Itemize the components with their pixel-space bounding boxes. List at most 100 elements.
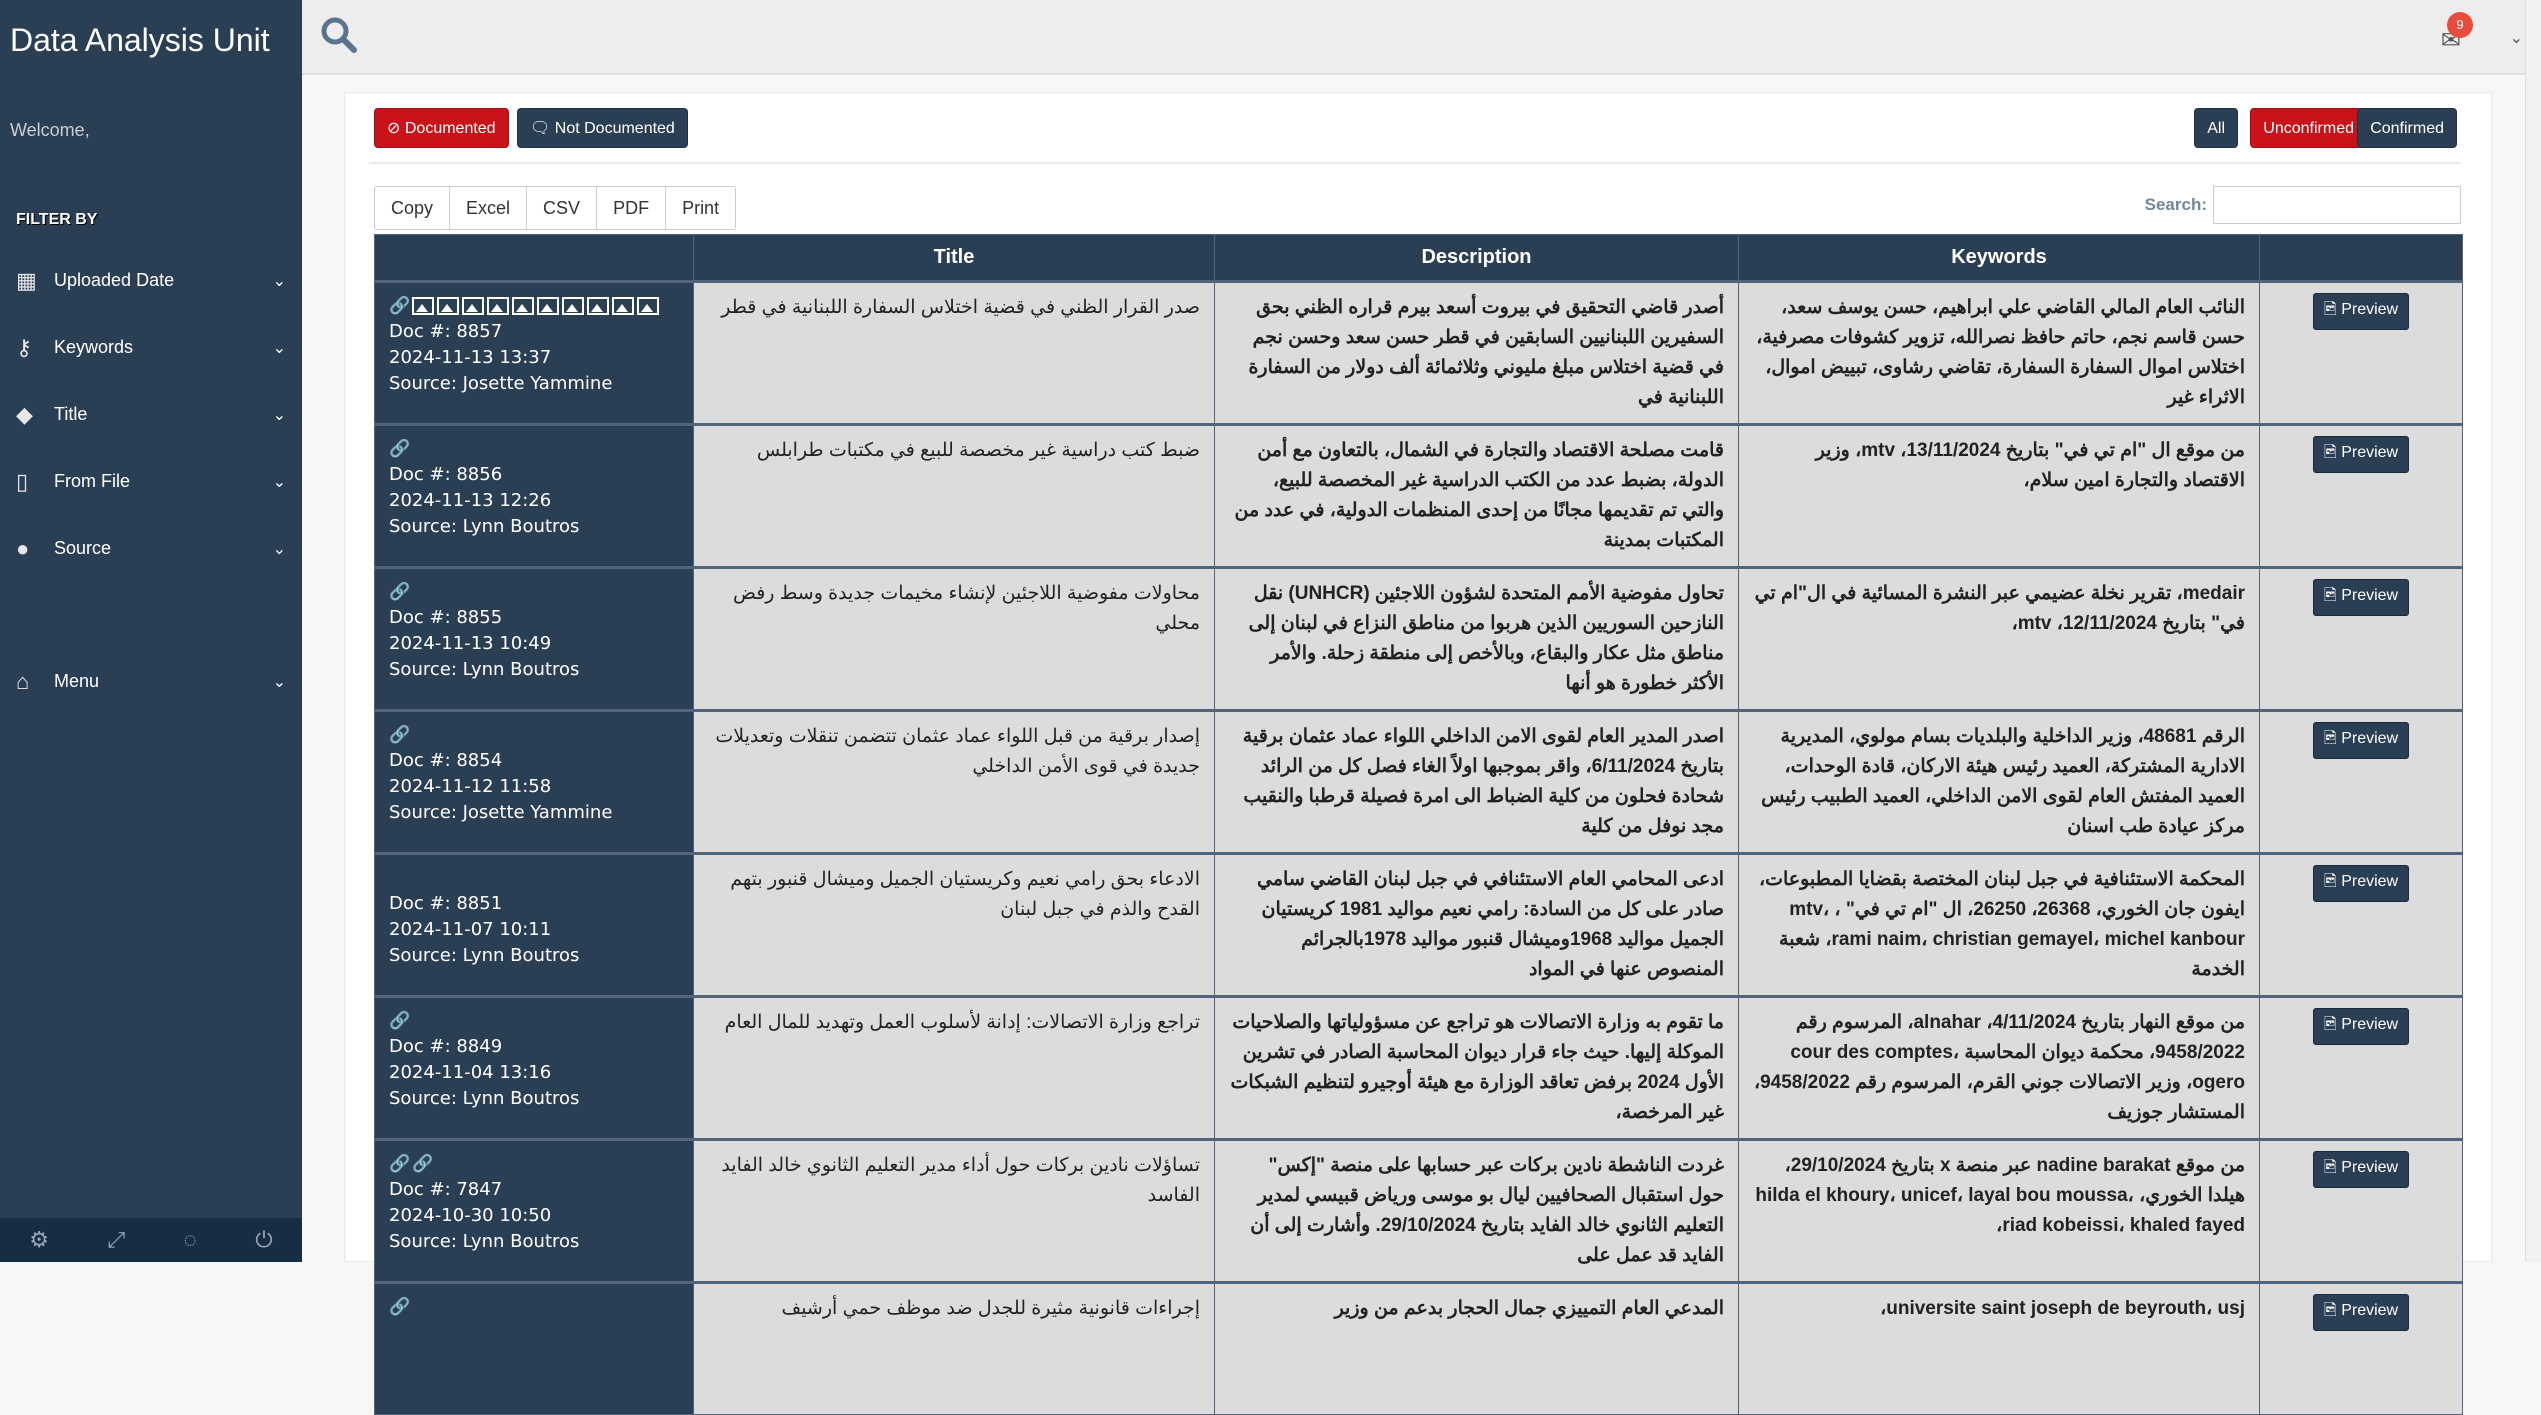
chevron-down-icon[interactable]: ⌄ [2509, 30, 2523, 47]
doc-description: اصدر المدير العام لقوى الامن الداخلي الل… [1242, 726, 1724, 837]
search-input[interactable] [2213, 186, 2461, 224]
scrollbar[interactable] [2525, 0, 2541, 1262]
sidebar-item-label: From File [54, 471, 130, 491]
image-icon[interactable] [437, 297, 460, 315]
sidebar-item-keywords[interactable]: ⚷ Keywords ⌄ [0, 314, 302, 381]
sidebar-item-source[interactable]: ● Source ⌄ [0, 515, 302, 582]
preview-button[interactable]: 🖻 Preview [2312, 1008, 2410, 1045]
link-icon[interactable]: 🔗 [389, 439, 413, 459]
link-icon[interactable]: 🔗 [389, 296, 413, 316]
preview-button[interactable]: 🖻 Preview [2312, 579, 2410, 616]
keywords-cell: الرقم 48681، وزير الداخلية والبلديات بسا… [1738, 709, 2260, 854]
attachment-icons: 🔗 [389, 293, 679, 319]
link-icon[interactable]: 🔗 [389, 582, 413, 602]
title-cell: تراجع وزارة الاتصالات: إدانة لأسلوب العم… [693, 995, 1215, 1140]
keywords-cell: من موقع nadine barakat عبر منصة x بتاريخ… [1738, 1138, 2260, 1283]
fullscreen-icon[interactable]: ⤢ [107, 1227, 126, 1252]
preview-label: Preview [2341, 730, 2399, 747]
link-icon[interactable]: 🔗 [412, 1154, 436, 1174]
doc-description: قامت مصلحة الاقتصاد والتجارة في الشمال، … [1234, 440, 1724, 551]
doc-keywords: المحكمة الاستئنافية في جبل لبنان المختصة… [1758, 869, 2245, 980]
title-cell: محاولات مفوضية اللاجئين لإنشاء مخيمات جد… [693, 566, 1215, 711]
doc-description: ما تقوم به وزارة الاتصالات هو تراجع عن م… [1230, 1012, 1724, 1123]
link-icon[interactable]: 🔗 [389, 1154, 413, 1174]
divider [369, 162, 2461, 164]
eye-slash-icon[interactable]: ◌ [183, 1227, 197, 1252]
copy-button[interactable]: Copy [375, 187, 451, 229]
preview-button[interactable]: 🖻 Preview [2312, 436, 2410, 473]
image-icon[interactable] [562, 297, 585, 315]
pdf-button[interactable]: PDF [597, 187, 667, 229]
doc-description: تحاول مفوضية الأمم المتحدة لشؤون اللاجئي… [1248, 583, 1724, 694]
documented-button[interactable]: ⊘ Documented [374, 108, 509, 148]
doc-title: ضبط كتب دراسية غير مخصصة للبيع في مكتبات… [756, 440, 1200, 461]
doc-source: Source: Josette Yammine [389, 373, 613, 394]
link-icon[interactable]: 🔗 [389, 725, 413, 745]
doc-title: إصدار برقية من قبل اللواء عماد عثمان تتض… [715, 726, 1200, 777]
actions-cell: 🖻 Preview [2259, 995, 2463, 1140]
file-image-icon: 🖻 [2323, 1302, 2342, 1319]
search-icon[interactable] [320, 16, 358, 54]
doc-meta-cell: Doc #: 8851 2024-11-07 10:11 Source: Lynn … [374, 852, 694, 997]
preview-button[interactable]: 🖻 Preview [2312, 293, 2410, 330]
preview-button[interactable]: 🖻 Preview [2312, 865, 2410, 902]
preview-button[interactable]: 🖻 Preview [2312, 1151, 2410, 1188]
gear-icon[interactable]: ⚙ [29, 1227, 49, 1252]
tag-icon: ◆ [16, 401, 33, 427]
title-cell: إجراءات قانونية مثيرة للجدل ضد موظف حمي … [693, 1281, 1215, 1415]
image-icon[interactable] [412, 297, 435, 315]
sidebar-item-menu[interactable]: ⌂ Menu ⌄ [0, 648, 302, 715]
link-icon[interactable]: 🔗 [389, 1297, 413, 1317]
image-icon[interactable] [462, 297, 485, 315]
doc-source: Source: Lynn Boutros [389, 1088, 580, 1109]
sidebar-item-uploaded-date[interactable]: ▦ Uploaded Date ⌄ [0, 247, 302, 314]
doc-meta-cell: 🔗 Doc #: 8855 2024-11-13 10:49 Source: Lynn… [374, 566, 694, 711]
calendar-icon: ▦ [16, 267, 37, 293]
print-button[interactable]: Print [682, 198, 720, 218]
preview-button[interactable]: 🖻 Preview [2312, 722, 2410, 759]
sidebar-item-from-file[interactable]: ▯ From File ⌄ [0, 448, 302, 515]
column-header-title[interactable]: Title [693, 234, 1215, 282]
file-image-icon: 🖻 [2323, 730, 2342, 747]
attachment-icons: 🔗 [389, 722, 679, 748]
title-cell: تساؤلات نادين بركات حول أداء مدير التعلي… [693, 1138, 1215, 1283]
filter-by-heading: FILTER BY [16, 211, 98, 228]
doc-number: Doc #: 8849 [389, 1036, 503, 1057]
not-documented-button[interactable]: 🗨 Not Documented [517, 108, 688, 148]
csv-button[interactable]: CSV [527, 187, 598, 229]
doc-meta-cell: 🔗 Doc #: 8856 2024-11-13 12:26 Source: Lynn… [374, 423, 694, 568]
table-row: 🔗 Doc #: 8854 2024-11-12 11:58 Source: Jose… [374, 709, 2463, 854]
doc-date: 2024-11-12 11:58 [389, 776, 552, 797]
image-icon[interactable] [637, 297, 660, 315]
power-icon[interactable]: ⏻ [255, 1227, 273, 1252]
excel-button[interactable]: Excel [450, 187, 528, 229]
all-button[interactable]: All [2194, 108, 2238, 148]
confirmed-button[interactable]: Confirmed [2357, 108, 2457, 148]
link-icon[interactable]: 🔗 [389, 1011, 413, 1031]
column-header-description[interactable]: Description [1214, 234, 1739, 282]
image-icon[interactable] [587, 297, 610, 315]
file-image-icon: 🖻 [2323, 1159, 2342, 1176]
chevron-down-icon: ⌄ [272, 272, 286, 290]
sidebar-item-title[interactable]: ◆ Title ⌄ [0, 381, 302, 448]
preview-button[interactable]: 🖻 Preview [2312, 1294, 2410, 1331]
doc-date: 2024-11-04 13:16 [389, 1062, 552, 1083]
column-header-actions [2259, 234, 2463, 282]
file-image-icon: 🖻 [2323, 873, 2342, 890]
search-label: Search: [2144, 195, 2207, 214]
doc-keywords: النائب العام المالي القاضي علي ابراهيم، … [1756, 297, 2245, 408]
unconfirmed-button[interactable]: Unconfirmed [2250, 108, 2367, 148]
column-header-keywords[interactable]: Keywords [1738, 234, 2260, 282]
keywords-cell: النائب العام المالي القاضي علي ابراهيم، … [1738, 280, 2260, 425]
image-icon[interactable] [537, 297, 560, 315]
column-header-meta[interactable] [374, 234, 694, 282]
app-title[interactable]: Data Analysis Unit [10, 22, 270, 58]
image-icon[interactable] [487, 297, 510, 315]
sidebar-item-label: Source [54, 538, 112, 558]
description-cell: غردت الناشطة نادين بركات عبر حسابها على … [1214, 1138, 1739, 1283]
attachment-icons: 🔗 [389, 436, 679, 462]
image-icon[interactable] [512, 297, 535, 315]
documents-table: Title Description Keywords 🔗 Doc #: 8857 2… [374, 234, 2463, 1415]
file-image-icon: 🖻 [2323, 444, 2342, 461]
image-icon[interactable] [612, 297, 635, 315]
